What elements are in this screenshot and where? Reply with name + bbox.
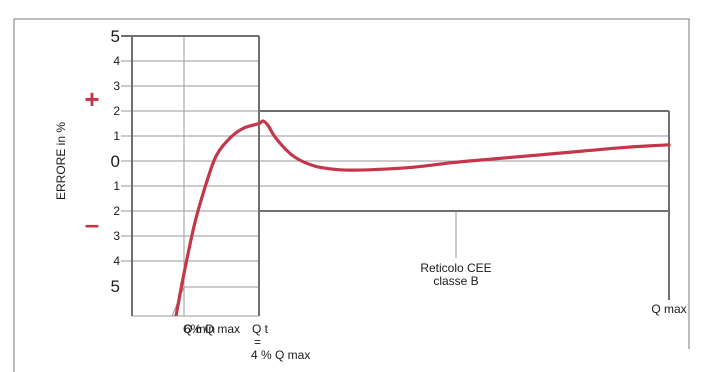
curve-layer — [174, 119, 671, 316]
y-tick-label: 3 — [113, 79, 120, 93]
tolerance-frame — [121, 35, 670, 316]
y-tick-label: 1 — [113, 129, 120, 143]
plus-sign: + — [84, 84, 99, 114]
y-tick-label: 3 — [113, 229, 120, 243]
y-tick-label: 0 — [111, 152, 120, 171]
figure-frame — [13, 18, 690, 372]
error-curve — [174, 119, 671, 316]
x-label-qt: Q t — [252, 322, 269, 336]
y-tick-label: 4 — [113, 254, 120, 268]
y-tick-label: 2 — [113, 104, 120, 118]
minus-sign: – — [85, 209, 99, 239]
x-label-qmin: Q min — [183, 322, 215, 336]
x-label-qt-equals: = — [254, 335, 261, 349]
y-tick-label: 5 — [111, 27, 120, 46]
annotation-line2: classe B — [433, 274, 478, 288]
grid-lines — [121, 36, 669, 317]
x-label-6pct-qmax: 6% Q max — [184, 322, 240, 336]
y-tick-label: 5 — [111, 277, 120, 296]
x-label-qmax: Q max — [651, 302, 686, 316]
y-tick-labels: 5 4 3 2 1 0 1 2 3 4 5 — [111, 27, 121, 296]
y-tick-label: 1 — [113, 179, 120, 193]
y-axis-label: ERRORE in % — [54, 122, 68, 200]
annotation-line1: Reticolo CEE — [420, 261, 491, 275]
y-tick-label: 2 — [113, 204, 120, 218]
x-label-qt-value: 4 % Q max — [251, 348, 310, 362]
y-tick-label: 4 — [113, 54, 120, 68]
